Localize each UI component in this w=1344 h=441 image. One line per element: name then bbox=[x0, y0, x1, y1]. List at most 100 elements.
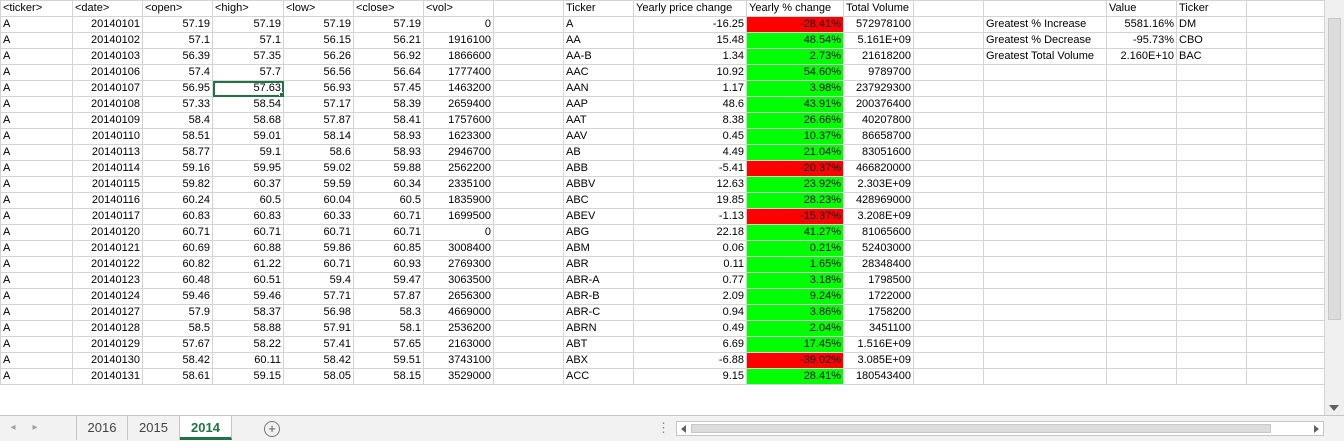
summary-ticker-cell[interactable]: ABR-B bbox=[563, 288, 634, 305]
empty-cell[interactable] bbox=[493, 304, 564, 321]
empty-cell[interactable] bbox=[1176, 336, 1247, 353]
column-header-cell[interactable]: Ticker bbox=[563, 0, 634, 17]
vol-cell[interactable]: 2536200 bbox=[423, 320, 494, 337]
empty-cell[interactable] bbox=[1246, 352, 1325, 369]
high-cell[interactable]: 57.1 bbox=[212, 32, 284, 49]
yearly-pct-change-cell[interactable]: 10.37% bbox=[746, 128, 844, 145]
low-cell[interactable]: 56.15 bbox=[283, 32, 354, 49]
empty-cell[interactable] bbox=[1246, 16, 1325, 33]
empty-cell[interactable] bbox=[1246, 96, 1325, 113]
open-cell[interactable]: 60.48 bbox=[142, 272, 213, 289]
high-cell[interactable]: 58.37 bbox=[212, 304, 284, 321]
open-cell[interactable]: 60.83 bbox=[142, 208, 213, 225]
empty-cell[interactable] bbox=[983, 320, 1107, 337]
vol-cell[interactable]: 2946700 bbox=[423, 144, 494, 161]
yearly-price-change-cell[interactable]: 2.09 bbox=[633, 288, 747, 305]
yearly-pct-change-cell[interactable]: 0.21% bbox=[746, 240, 844, 257]
close-cell[interactable]: 59.51 bbox=[353, 352, 424, 369]
empty-cell[interactable] bbox=[1176, 208, 1247, 225]
summary-ticker-cell[interactable]: ABT bbox=[563, 336, 634, 353]
ticker-cell[interactable]: A bbox=[0, 208, 73, 225]
ticker-cell[interactable]: A bbox=[0, 352, 73, 369]
date-cell[interactable]: 20140129 bbox=[72, 336, 143, 353]
yearly-price-change-cell[interactable]: 0.94 bbox=[633, 304, 747, 321]
close-cell[interactable]: 57.65 bbox=[353, 336, 424, 353]
empty-cell[interactable] bbox=[913, 208, 984, 225]
more-options-icon[interactable]: ⋮ bbox=[657, 420, 670, 435]
open-cell[interactable]: 58.4 bbox=[142, 112, 213, 129]
scroll-down-arrow-icon[interactable] bbox=[1329, 405, 1339, 411]
summary-ticker-cell[interactable]: ACC bbox=[563, 368, 634, 385]
summary-ticker-cell[interactable]: AAT bbox=[563, 112, 634, 129]
empty-cell[interactable] bbox=[1106, 80, 1177, 97]
yearly-price-change-cell[interactable]: 15.48 bbox=[633, 32, 747, 49]
summary-ticker-cell[interactable]: AA-B bbox=[563, 48, 634, 65]
yearly-pct-change-cell[interactable]: 28.41% bbox=[746, 368, 844, 385]
vol-cell[interactable]: 1757600 bbox=[423, 112, 494, 129]
close-cell[interactable]: 56.92 bbox=[353, 48, 424, 65]
low-cell[interactable]: 56.56 bbox=[283, 64, 354, 81]
empty-cell[interactable] bbox=[1176, 112, 1247, 129]
empty-cell[interactable] bbox=[983, 80, 1107, 97]
vol-cell[interactable]: 1777400 bbox=[423, 64, 494, 81]
tab-nav-prev-icon[interactable]: ◂ bbox=[10, 422, 16, 433]
total-volume-cell[interactable]: 52403000 bbox=[843, 240, 914, 257]
yearly-price-change-cell[interactable]: 0.11 bbox=[633, 256, 747, 273]
empty-cell[interactable] bbox=[493, 192, 564, 209]
empty-cell[interactable] bbox=[983, 224, 1107, 241]
empty-cell[interactable] bbox=[983, 96, 1107, 113]
total-volume-cell[interactable]: 572978100 bbox=[843, 16, 914, 33]
ticker-cell[interactable]: A bbox=[0, 96, 73, 113]
total-volume-cell[interactable]: 180543400 bbox=[843, 368, 914, 385]
high-cell[interactable]: 59.46 bbox=[212, 288, 284, 305]
open-cell[interactable]: 57.9 bbox=[142, 304, 213, 321]
yearly-price-change-cell[interactable]: 0.45 bbox=[633, 128, 747, 145]
close-cell[interactable]: 58.93 bbox=[353, 128, 424, 145]
empty-cell[interactable] bbox=[1246, 288, 1325, 305]
low-cell[interactable]: 56.93 bbox=[283, 80, 354, 97]
yearly-pct-change-cell[interactable]: 3.86% bbox=[746, 304, 844, 321]
total-volume-cell[interactable]: 21618200 bbox=[843, 48, 914, 65]
date-cell[interactable]: 20140120 bbox=[72, 224, 143, 241]
yearly-price-change-cell[interactable]: 0.06 bbox=[633, 240, 747, 257]
close-cell[interactable]: 57.45 bbox=[353, 80, 424, 97]
ticker-cell[interactable]: A bbox=[0, 304, 73, 321]
open-cell[interactable]: 59.82 bbox=[142, 176, 213, 193]
scroll-right-arrow-icon[interactable] bbox=[1314, 425, 1319, 433]
empty-cell[interactable] bbox=[913, 64, 984, 81]
ticker-cell[interactable]: A bbox=[0, 240, 73, 257]
close-cell[interactable]: 58.41 bbox=[353, 112, 424, 129]
open-cell[interactable]: 59.46 bbox=[142, 288, 213, 305]
empty-cell[interactable] bbox=[913, 288, 984, 305]
vertical-scroll-thumb[interactable] bbox=[1328, 18, 1341, 320]
tab-2015[interactable]: 2015 bbox=[128, 416, 180, 440]
empty-cell[interactable] bbox=[1246, 112, 1325, 129]
ticker-cell[interactable]: A bbox=[0, 336, 73, 353]
summary-ticker-cell[interactable]: AAP bbox=[563, 96, 634, 113]
empty-cell[interactable] bbox=[1246, 176, 1325, 193]
column-header-cell[interactable]: <vol> bbox=[423, 0, 494, 17]
total-volume-cell[interactable]: 40207800 bbox=[843, 112, 914, 129]
empty-cell[interactable] bbox=[1246, 224, 1325, 241]
tab-2016[interactable]: 2016 bbox=[76, 416, 128, 440]
date-cell[interactable]: 20140115 bbox=[72, 176, 143, 193]
empty-cell[interactable] bbox=[1246, 304, 1325, 321]
empty-cell[interactable] bbox=[1106, 336, 1177, 353]
close-cell[interactable]: 56.21 bbox=[353, 32, 424, 49]
empty-cell[interactable] bbox=[493, 224, 564, 241]
empty-cell[interactable] bbox=[1176, 352, 1247, 369]
empty-cell[interactable] bbox=[1176, 128, 1247, 145]
total-volume-cell[interactable]: 86658700 bbox=[843, 128, 914, 145]
total-volume-cell[interactable]: 466820000 bbox=[843, 160, 914, 177]
empty-cell[interactable] bbox=[913, 128, 984, 145]
high-cell[interactable]: 60.5 bbox=[212, 192, 284, 209]
empty-cell[interactable] bbox=[1106, 64, 1177, 81]
empty-cell[interactable] bbox=[1106, 224, 1177, 241]
yearly-pct-change-cell[interactable]: 2.73% bbox=[746, 48, 844, 65]
yearly-price-change-cell[interactable]: 0.49 bbox=[633, 320, 747, 337]
close-cell[interactable]: 58.1 bbox=[353, 320, 424, 337]
greatest-label-cell[interactable]: Greatest Total Volume bbox=[983, 48, 1107, 65]
close-cell[interactable]: 56.64 bbox=[353, 64, 424, 81]
high-cell[interactable]: 57.19 bbox=[212, 16, 284, 33]
column-header-cell[interactable]: Total Volume bbox=[843, 0, 914, 17]
